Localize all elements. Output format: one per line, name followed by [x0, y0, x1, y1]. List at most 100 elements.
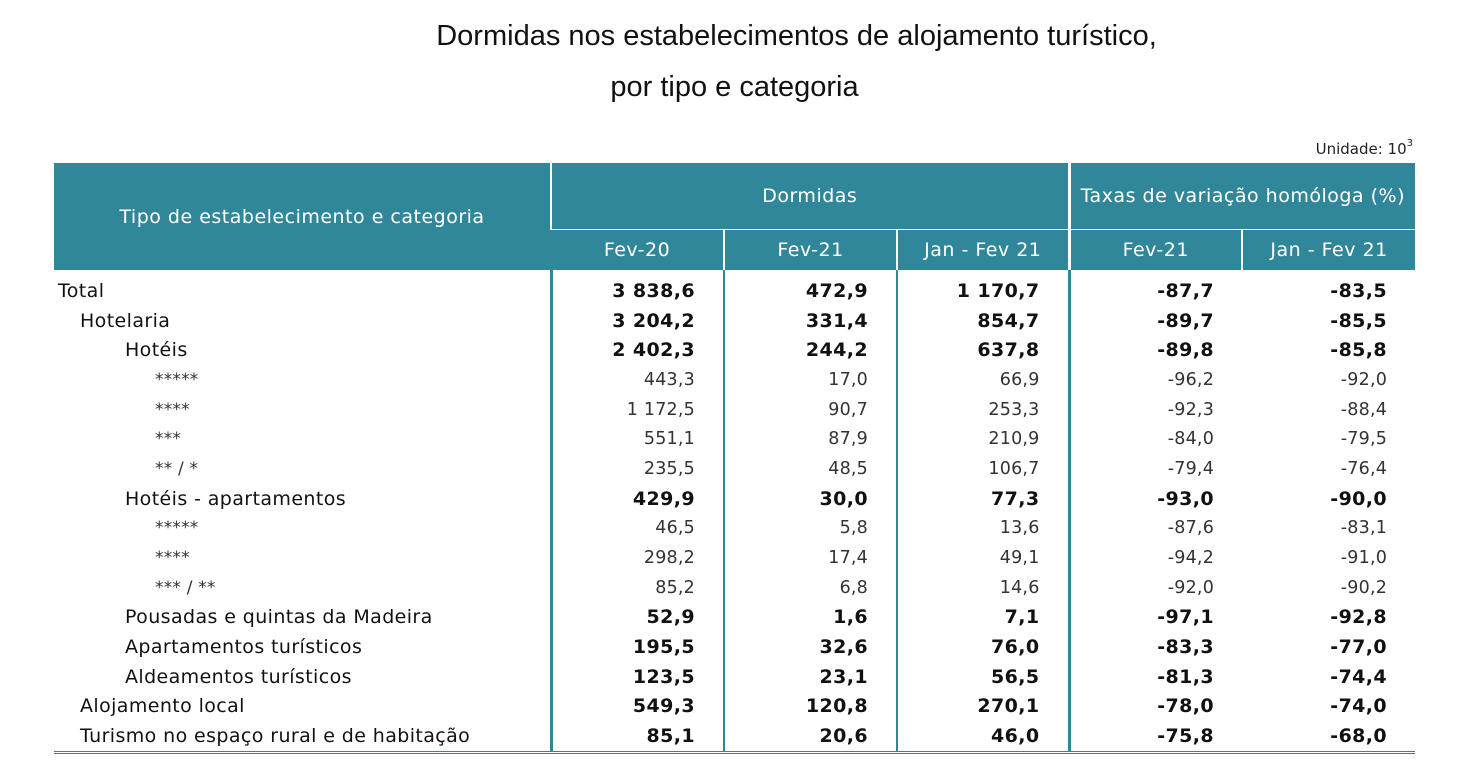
cell-value: 298,2	[549, 543, 724, 573]
cell-value: 85,1	[549, 721, 724, 755]
cell-value: 235,5	[549, 454, 724, 484]
cell-value: -89,7	[1067, 305, 1243, 336]
row-label: ****	[155, 399, 190, 420]
cell-value: -76,4	[1340, 458, 1388, 479]
cell-value: 106,7	[895, 454, 1070, 484]
cell-value: -97,1	[1067, 602, 1243, 633]
header-fev20: Fev-20	[551, 229, 724, 270]
table-row: **** 298,2 17,4 49,1 -94,2 -91,0	[54, 543, 1415, 573]
cell-value: 253,3	[895, 394, 1070, 425]
cell-value: 6,8	[723, 572, 897, 603]
cell-value: -83,1	[1340, 518, 1388, 539]
cell-value: -79,4	[1067, 454, 1243, 484]
cell-value: 32,6	[723, 632, 897, 662]
cell-value: 85,2	[549, 572, 724, 603]
cell-value: -90,2	[1340, 577, 1388, 598]
header-group-dormidas: Dormidas	[549, 163, 1070, 230]
cell-value: 244,2	[723, 335, 897, 366]
row-label: Hotéis	[125, 339, 188, 362]
row-label: Aldeamentos turísticos	[125, 665, 352, 688]
cell-value: 210,9	[895, 424, 1070, 455]
overnight-stays-table: Tipo de estabelecimento e categoria Dorm…	[54, 163, 1416, 755]
cell-value: 17,4	[723, 543, 897, 573]
table-row: *** / ** 85,2 6,8 14,6 -92,0 -90,2	[54, 572, 1415, 603]
row-label: Alojamento local	[80, 695, 245, 718]
header-rate-fev21: Fev-21	[1067, 229, 1243, 270]
cell-value: -79,5	[1340, 429, 1388, 450]
cell-value: 854,7	[895, 305, 1070, 336]
cell-value: 66,9	[895, 365, 1070, 395]
row-label: ***	[155, 429, 182, 450]
cell-value: 120,8	[723, 691, 897, 722]
cell-value: -84,0	[1067, 424, 1243, 455]
table-row: ***** 443,3 17,0 66,9 -96,2 -92,0	[54, 365, 1415, 395]
cell-value: -68,0	[1242, 721, 1416, 755]
cell-value: -87,6	[1067, 513, 1243, 544]
table-row: Hotéis 2 402,3 244,2 637,8 -89,8 -85,8	[54, 335, 1415, 366]
cell-value: -83,3	[1067, 632, 1243, 662]
cell-value: -90,0	[1330, 487, 1388, 510]
cell-value: -78,0	[1067, 691, 1243, 722]
table-row: Pousadas e quintas da Madeira 52,9 1,6 7,1-…	[54, 602, 1415, 633]
cell-value: 123,5	[549, 661, 724, 692]
cell-value: 13,6	[895, 513, 1070, 544]
cell-value: -75,8	[1067, 721, 1243, 755]
table-row: Total 3 838,6 472,9 1 170,7 -87,7 -83,5	[54, 270, 1415, 306]
cell-value: -77,0	[1330, 636, 1388, 659]
cell-value: 549,3	[549, 691, 724, 722]
row-label: ** / *	[155, 458, 199, 479]
cell-value: 14,6	[895, 572, 1070, 603]
header-fev21: Fev-21	[723, 229, 897, 270]
cell-value: 77,3	[895, 483, 1070, 514]
cell-value: 195,5	[549, 632, 724, 662]
cell-value: 30,0	[723, 483, 897, 514]
unit-label-text: Unidade: 10	[1315, 140, 1407, 158]
cell-value: 49,1	[895, 543, 1070, 573]
cell-value: 23,1	[723, 661, 897, 692]
cell-value: 46,5	[549, 513, 724, 544]
table-row: ** / * 235,5 48,5 106,7 -79,4 -76,4	[54, 454, 1415, 484]
unit-label: Unidade: 103	[1315, 138, 1413, 158]
cell-value: 48,5	[723, 454, 897, 484]
cell-value: 5,8	[723, 513, 897, 544]
cell-value: -89,8	[1067, 335, 1243, 366]
cell-value: -92,0	[1067, 572, 1243, 603]
cell-value: -91,0	[1340, 548, 1388, 569]
cell-value: 46,0	[895, 721, 1070, 755]
header-type: Tipo de estabelecimento e categoria	[54, 163, 551, 270]
cell-value: 429,9	[549, 483, 724, 514]
header-janfev21: Jan - Fev 21	[895, 229, 1070, 270]
row-label: ****	[155, 548, 190, 569]
table-row: *** 551,1 87,9 210,9 -84,0 -79,5	[54, 424, 1415, 455]
cell-value: 56,5	[895, 661, 1070, 692]
row-label: Apartamentos turísticos	[125, 636, 363, 659]
cell-value: -85,8	[1330, 339, 1388, 362]
table-title-line-2: por tipo e categoria	[610, 71, 859, 103]
table-title-line-1: Dormidas nos estabelecimentos de alojame…	[436, 20, 1157, 52]
table-row: ***** 46,5 5,8 13,6 -87,6 -83,1	[54, 513, 1415, 544]
table-body: Total 3 838,6 472,9 1 170,7 -87,7 -83,5 Hotela…	[54, 270, 1416, 755]
cell-value: 1,6	[723, 602, 897, 633]
cell-value: 76,0	[895, 632, 1070, 662]
row-label: *****	[155, 369, 199, 390]
row-label: *****	[155, 518, 199, 539]
cell-value: 551,1	[549, 424, 724, 455]
cell-value: -87,7	[1067, 270, 1243, 306]
table-row: Hotéis - apartamentos 429,9 30,0 77,3 -93,0 -…	[54, 483, 1415, 514]
row-label: *** / **	[155, 577, 216, 598]
row-label: Pousadas e quintas da Madeira	[125, 606, 433, 629]
cell-value: 637,8	[895, 335, 1070, 366]
cell-value: -88,4	[1340, 399, 1388, 420]
row-label: Hotéis - apartamentos	[125, 487, 347, 510]
cell-value: 87,9	[723, 424, 897, 455]
cell-value: 331,4	[723, 305, 897, 336]
cell-value: 1 170,7	[895, 270, 1070, 306]
cell-value: -94,2	[1067, 543, 1243, 573]
cell-value: -74,0	[1330, 695, 1388, 718]
table-row: **** 1 172,5 90,7 253,3 -92,3 -88,4	[54, 394, 1415, 425]
cell-value: 17,0	[723, 365, 897, 395]
cell-value: -92,8	[1330, 606, 1388, 629]
table-row: Hotelaria 3 204,2 331,4 854,7 -89,7 -85,5	[54, 305, 1415, 336]
cell-value: 90,7	[723, 394, 897, 425]
cell-value: 3 204,2	[549, 305, 724, 336]
